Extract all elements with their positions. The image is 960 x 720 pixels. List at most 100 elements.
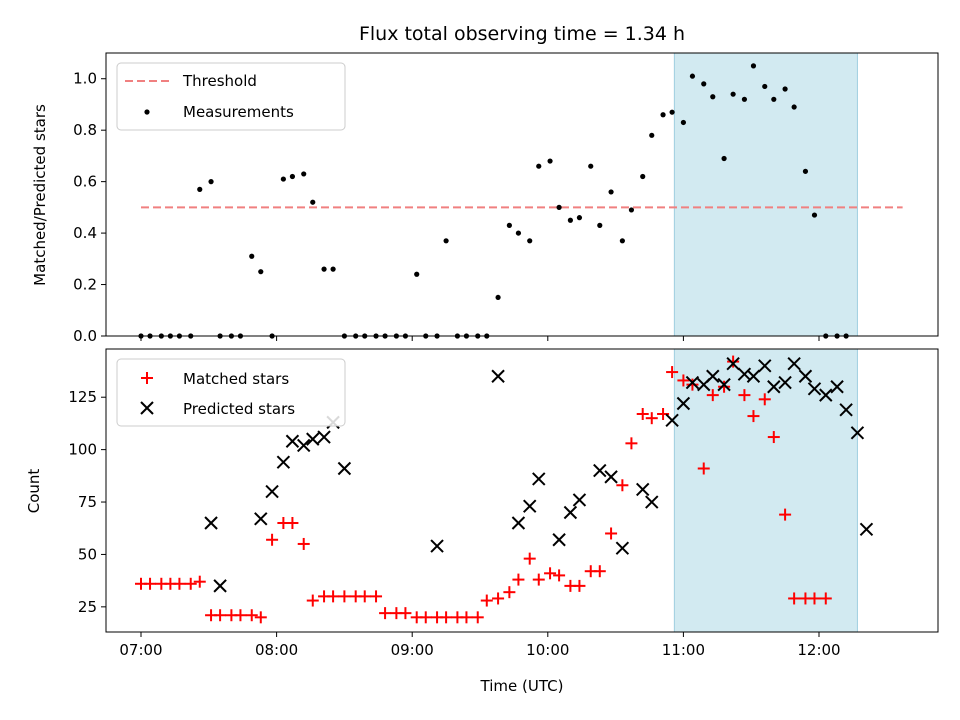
predicted-stars-point: [636, 482, 650, 497]
y-tick-label: 125: [68, 388, 97, 406]
matched-stars-point: [512, 573, 525, 586]
matched-stars-point: [677, 374, 690, 387]
predicted-stars-point: [615, 541, 630, 555]
measurement-point: [649, 132, 655, 138]
measurement-point: [208, 179, 214, 185]
predicted-stars-point: [798, 369, 813, 383]
bottom-axes-frame: [105, 348, 939, 633]
measurement-point: [710, 94, 716, 100]
measurement-point: [771, 96, 777, 102]
x-tick-label: 09:00: [391, 641, 434, 659]
bottom-panel: 07:00 08:00 09:00 10:00 11:00 12:00 25 50 75 100 1…: [25, 348, 939, 695]
measurement-point: [762, 83, 768, 90]
matched-stars-point: [184, 577, 197, 590]
legend-matched-swatch: [141, 372, 153, 384]
bottom-y-axis-label: Count: [25, 469, 43, 514]
matched-stars-point: [144, 577, 157, 590]
predicted-stars-point: [726, 356, 740, 371]
predicted-stars-point: [213, 579, 227, 593]
top-panel: 0.0 0.2 0.4 0.6 0.8 1.0 Matched/Predicted sta…: [31, 52, 939, 345]
matched-stars-point: [306, 594, 319, 607]
measurement-point: [536, 163, 542, 169]
measurement-point: [443, 238, 449, 244]
x-tick-label: 11:00: [662, 641, 705, 659]
predicted-stars-point: [807, 382, 822, 396]
matched-stars-point: [480, 594, 493, 607]
measurement-point: [741, 96, 748, 102]
matched-stars-point: [625, 437, 638, 450]
matched-stars-point: [808, 592, 821, 605]
measurement-point: [782, 86, 788, 92]
predicted-stars-point: [685, 375, 700, 390]
predicted-stars-point: [297, 438, 311, 453]
matched-stars-point: [779, 508, 792, 521]
predicted-stars-point: [778, 375, 792, 390]
measurement-point: [680, 119, 687, 126]
measurement-point: [310, 199, 316, 205]
predicted-stars-point: [430, 539, 444, 553]
matched-stars-point: [245, 609, 258, 622]
predicted-stars-point: [593, 463, 607, 478]
predicted-stars-point: [491, 369, 505, 383]
matched-stars-point: [503, 586, 516, 599]
predicted-stars-point: [572, 493, 587, 507]
measurement-point: [547, 158, 553, 164]
matched-stars-point: [544, 567, 557, 580]
measurement-point: [506, 222, 512, 228]
matched-stars-point: [338, 590, 351, 603]
matched-stars-point: [234, 609, 247, 622]
predicted-stars-point: [676, 396, 691, 411]
matched-stars-point: [706, 389, 719, 402]
predicted-stars-point: [317, 430, 331, 444]
matched-stars-point: [173, 577, 186, 590]
matched-stars-point: [254, 611, 267, 624]
bottom-legend: Matched stars Predicted stars: [116, 358, 346, 427]
matched-stars-point: [379, 607, 392, 620]
x-tick-label: 10:00: [526, 641, 569, 659]
measurement-point: [701, 81, 707, 87]
measurement-point: [321, 266, 327, 272]
matched-stars-point: [327, 590, 340, 603]
measurement-point: [721, 155, 727, 162]
predicted-stars-point: [285, 434, 300, 448]
predicted-stars-point: [859, 522, 874, 536]
predicted-stars-point: [819, 388, 833, 402]
predicted-stars-point: [758, 359, 772, 373]
predicted-stars-point: [839, 403, 853, 417]
chart-title: Flux total observing time = 1.34 h: [359, 23, 685, 45]
predicted-stars-point: [306, 432, 320, 446]
measurement-point: [249, 253, 255, 259]
measurement-point: [811, 212, 818, 218]
measurement-point: [289, 173, 296, 180]
predicted-stars-point: [850, 426, 865, 440]
measurement-point: [567, 217, 574, 223]
measurement-point: [330, 266, 336, 272]
legend-threshold-label: Threshold: [182, 72, 257, 90]
predicted-stars-point: [337, 461, 352, 476]
matched-stars-point: [819, 592, 832, 605]
matched-stars-point: [573, 579, 586, 592]
y-tick-label: 0.4: [73, 224, 97, 242]
predicted-stars-point: [787, 356, 801, 371]
predicted-stars-series: [204, 356, 874, 593]
measurement-point: [802, 168, 809, 174]
legend-measurements-label: Measurements: [183, 103, 294, 121]
y-tick-label: 0.2: [73, 276, 97, 294]
measurement-point: [608, 189, 614, 195]
measurement-point: [414, 271, 420, 277]
matched-stars-point: [532, 573, 545, 586]
y-tick-label: 100: [68, 441, 97, 459]
matched-stars-point: [440, 611, 453, 624]
top-shaded-region: [673, 52, 858, 337]
matched-stars-point: [686, 378, 699, 391]
predicted-stars-point: [276, 455, 291, 469]
predicted-stars-point: [511, 516, 526, 530]
matched-stars-point: [767, 431, 780, 444]
predicted-stars-point: [254, 512, 268, 526]
matched-stars-point: [214, 609, 227, 622]
x-axis-label: Time (UTC): [480, 677, 564, 695]
predicted-stars-point: [563, 505, 578, 520]
measurement-point: [640, 173, 646, 180]
predicted-stars-point: [523, 499, 537, 513]
legend-predicted-swatch: [140, 401, 154, 415]
